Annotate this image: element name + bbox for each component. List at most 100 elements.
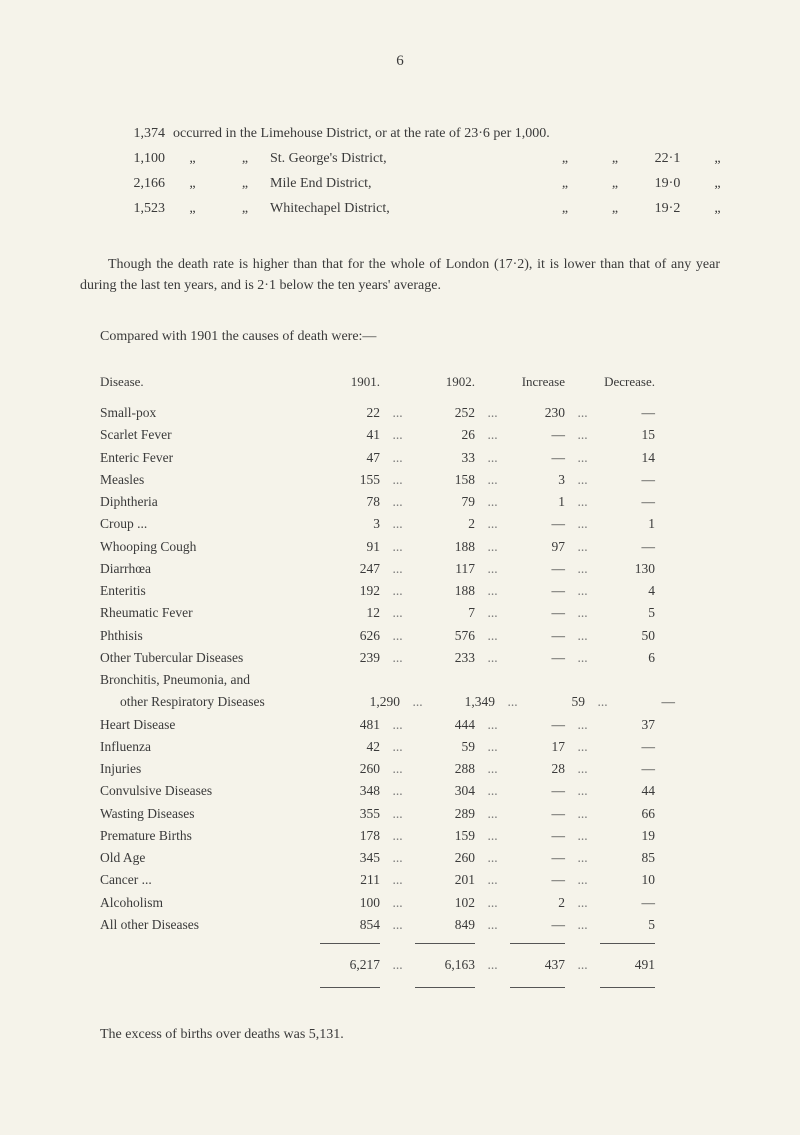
district-rate: 22·1 — [640, 148, 695, 169]
dots: ... — [380, 448, 415, 468]
cell-1901: 78 — [320, 492, 380, 512]
cell-1901: 155 — [320, 470, 380, 490]
table-row: Phthisis626...576...—...50 — [100, 626, 720, 646]
table-row: Wasting Diseases355...289...—...66 — [100, 804, 720, 824]
table-row: Bronchitis, Pneumonia, and — [100, 670, 720, 690]
total-1901: 6,217 — [320, 955, 380, 975]
dots: ... — [475, 448, 510, 468]
dots: ... — [565, 715, 600, 735]
dots: ... — [380, 425, 415, 445]
dots: ... — [475, 804, 510, 824]
cell-1901: 239 — [320, 648, 380, 668]
cell-increase: — — [510, 826, 565, 846]
cell-increase: — — [510, 626, 565, 646]
cell-increase: — — [510, 781, 565, 801]
dots: ... — [565, 626, 600, 646]
dots: ... — [400, 692, 435, 712]
ditto-mark: „ — [540, 198, 590, 219]
disease-cell: Premature Births — [100, 826, 320, 846]
dots: ... — [380, 559, 415, 579]
dots: ... — [475, 537, 510, 557]
cell-1902: 2 — [415, 514, 475, 534]
dots: ... — [565, 425, 600, 445]
table-row: Whooping Cough91...188...97...— — [100, 537, 720, 557]
dots: ... — [380, 870, 415, 890]
table-row: Scarlet Fever41...26...—...15 — [100, 425, 720, 445]
col-header-1902: 1902. — [415, 372, 475, 392]
cell-1902: 233 — [415, 648, 475, 668]
district-text: occurred in the Limehouse District, or a… — [165, 123, 550, 144]
col-header-increase: Increase — [510, 372, 565, 392]
cell-1901: 100 — [320, 893, 380, 913]
dots: ... — [475, 759, 510, 779]
dots: ... — [565, 870, 600, 890]
district-rate: 19·2 — [640, 198, 695, 219]
dots: ... — [585, 692, 620, 712]
cell-decrease: 37 — [600, 715, 655, 735]
dots: ... — [495, 692, 530, 712]
cell-1902: 288 — [415, 759, 475, 779]
table-row: All other Diseases854...849...—...5 — [100, 915, 720, 935]
col-header-1901: 1901. — [320, 372, 380, 392]
district-name: St. George's District, — [270, 148, 540, 169]
ditto-mark: „ — [220, 173, 270, 194]
total-decrease: 491 — [600, 955, 655, 975]
disease-cell: Diarrhœa — [100, 559, 320, 579]
dots: ... — [475, 403, 510, 423]
dots: ... — [565, 448, 600, 468]
cell-1902: 444 — [415, 715, 475, 735]
cell-1902: 260 — [415, 848, 475, 868]
cell-decrease: 6 — [600, 648, 655, 668]
dots: ... — [565, 603, 600, 623]
cell-1902: 7 — [415, 603, 475, 623]
cell-1901: 3 — [320, 514, 380, 534]
cell-1902: 576 — [415, 626, 475, 646]
dots: ... — [380, 915, 415, 935]
disease-cell: Old Age — [100, 848, 320, 868]
disease-cell: Scarlet Fever — [100, 425, 320, 445]
col-header-disease: Disease. — [100, 372, 320, 392]
cell-increase: — — [510, 603, 565, 623]
disease-cell: All other Diseases — [100, 915, 320, 935]
disease-cell: Influenza — [100, 737, 320, 757]
ditto-mark: „ — [220, 148, 270, 169]
cell-1902: 201 — [415, 870, 475, 890]
table-row: Other Tubercular Diseases239...233...—..… — [100, 648, 720, 668]
district-name: Whitechapel District, — [270, 198, 540, 219]
table-row: Diphtheria78...79...1...— — [100, 492, 720, 512]
disease-cell: Bronchitis, Pneumonia, and — [100, 670, 320, 690]
dots: ... — [475, 470, 510, 490]
dots: ... — [475, 826, 510, 846]
dots: ... — [565, 826, 600, 846]
table-row: Alcoholism100...102...2...— — [100, 893, 720, 913]
district-line: 2,166 „ „ Mile End District, „ „ 19·0 „ — [100, 173, 740, 194]
table-row: Old Age345...260...—...85 — [100, 848, 720, 868]
table-row: Enteric Fever47...33...—...14 — [100, 448, 720, 468]
cell-decrease: — — [620, 692, 675, 712]
cell-increase: 230 — [510, 403, 565, 423]
table-row: Heart Disease481...444...—...37 — [100, 715, 720, 735]
cell-increase: 1 — [510, 492, 565, 512]
dots: ... — [380, 955, 415, 975]
ditto-mark: „ — [220, 198, 270, 219]
dots: ... — [475, 715, 510, 735]
cell-1901: 41 — [320, 425, 380, 445]
dots: ... — [565, 737, 600, 757]
cell-increase: — — [510, 648, 565, 668]
cell-1902: 158 — [415, 470, 475, 490]
table-row: Croup ...3...2...—...1 — [100, 514, 720, 534]
dots: ... — [565, 581, 600, 601]
disease-cell: Enteritis — [100, 581, 320, 601]
cell-decrease: — — [600, 737, 655, 757]
table-row: Measles155...158...3...— — [100, 470, 720, 490]
cell-increase: 97 — [510, 537, 565, 557]
cell-1901: 348 — [320, 781, 380, 801]
dots: ... — [380, 826, 415, 846]
dots: ... — [380, 759, 415, 779]
table-row: Injuries260...288...28...— — [100, 759, 720, 779]
disease-cell: Wasting Diseases — [100, 804, 320, 824]
table-row: other Respiratory Diseases1,290...1,349.… — [100, 692, 720, 712]
disease-cell: Measles — [100, 470, 320, 490]
dots: ... — [565, 559, 600, 579]
dots: ... — [380, 893, 415, 913]
